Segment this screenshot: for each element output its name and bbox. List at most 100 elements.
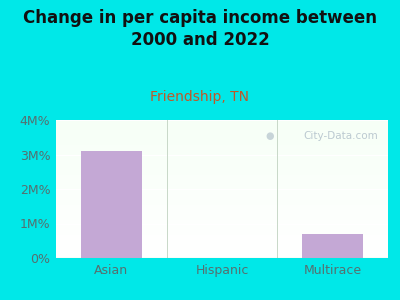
Bar (56, 158, 388, 159)
Bar (56, 206, 388, 207)
Bar (56, 257, 388, 258)
Bar (56, 135, 388, 136)
Bar (56, 124, 388, 125)
Bar (56, 227, 388, 228)
Bar (56, 233, 388, 234)
Bar (56, 223, 388, 224)
Bar (56, 235, 388, 236)
Bar (56, 207, 388, 208)
Bar (56, 164, 388, 165)
Bar (56, 253, 388, 254)
Bar (56, 199, 388, 200)
Bar (56, 198, 388, 199)
Bar (56, 183, 388, 184)
Bar (56, 251, 388, 252)
Bar (56, 237, 388, 238)
Bar (56, 167, 388, 168)
Bar (56, 194, 388, 195)
Bar (56, 196, 388, 197)
Bar (56, 146, 388, 147)
Bar (56, 123, 388, 124)
Bar (56, 178, 388, 179)
Bar (56, 224, 388, 225)
Bar (56, 166, 388, 167)
Bar (56, 144, 388, 145)
Bar (302, 234, 363, 258)
Bar (56, 130, 388, 131)
Bar (56, 171, 388, 172)
Bar (56, 203, 388, 204)
Bar (56, 126, 388, 127)
Bar (56, 133, 388, 134)
Bar (56, 139, 388, 140)
Bar (56, 153, 388, 154)
Bar (56, 181, 388, 182)
Bar (56, 138, 388, 139)
Bar (56, 192, 388, 193)
Bar (56, 252, 388, 253)
Bar (56, 150, 388, 151)
Bar (56, 151, 388, 152)
Bar (56, 222, 388, 223)
Bar (56, 161, 388, 162)
Bar (56, 228, 388, 229)
Bar (56, 121, 388, 122)
Bar (56, 184, 388, 185)
Bar (56, 120, 388, 121)
Bar (56, 205, 388, 206)
Bar (56, 221, 388, 222)
Bar (56, 208, 388, 209)
Text: City-Data.com: City-Data.com (303, 131, 378, 141)
Bar (56, 214, 388, 215)
Bar (56, 176, 388, 177)
Bar (56, 254, 388, 255)
Text: Change in per capita income between
2000 and 2022: Change in per capita income between 2000… (23, 9, 377, 49)
Bar (56, 239, 388, 240)
Bar (56, 230, 388, 231)
Bar (56, 242, 388, 243)
Bar (56, 212, 388, 213)
Bar (56, 209, 388, 210)
Bar (56, 217, 388, 218)
Bar (56, 157, 388, 158)
Text: Friendship, TN: Friendship, TN (150, 90, 250, 104)
Bar (56, 202, 388, 203)
Bar (56, 163, 388, 164)
Bar (56, 143, 388, 144)
Bar (56, 210, 388, 211)
Bar (56, 201, 388, 202)
Bar (56, 140, 388, 141)
Bar (56, 255, 388, 256)
Bar (56, 245, 388, 246)
Bar (56, 246, 388, 247)
Bar (56, 216, 388, 217)
Bar (56, 136, 388, 137)
Bar (56, 236, 388, 237)
Bar (56, 241, 388, 242)
Bar (56, 129, 388, 130)
Bar (56, 220, 388, 221)
Bar (56, 240, 388, 241)
Bar (56, 170, 388, 171)
Bar (56, 160, 388, 161)
Bar (56, 195, 388, 196)
Bar (56, 174, 388, 175)
Bar (56, 172, 388, 173)
Bar (56, 234, 388, 235)
Bar (56, 219, 388, 220)
Text: ●: ● (265, 131, 274, 141)
Bar (56, 168, 388, 169)
Bar (56, 162, 388, 163)
Bar (56, 204, 388, 205)
Bar (56, 169, 388, 170)
Bar (56, 132, 388, 133)
Bar (56, 122, 388, 123)
Bar (56, 173, 388, 174)
Bar (56, 218, 388, 219)
Bar (56, 131, 388, 132)
Bar (56, 213, 388, 214)
Bar (56, 249, 388, 250)
Bar (81, 151, 142, 258)
Bar (56, 193, 388, 194)
Bar (56, 128, 388, 129)
